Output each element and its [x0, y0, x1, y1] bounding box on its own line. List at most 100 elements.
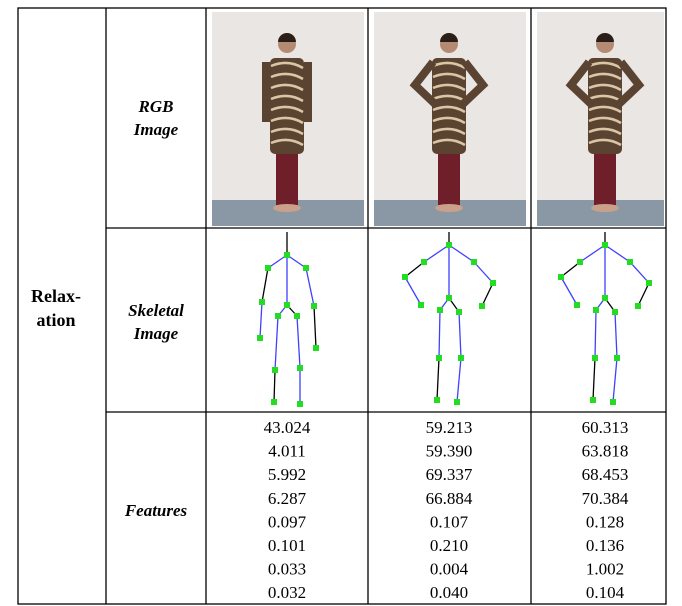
bone: [459, 312, 461, 358]
feature-value: 63.818: [582, 442, 629, 461]
bone: [457, 358, 461, 402]
joint: [265, 265, 271, 271]
feature-value: 0.136: [586, 536, 624, 555]
bone: [474, 262, 493, 283]
feet: [591, 204, 619, 212]
joint: [275, 313, 281, 319]
joint: [471, 259, 477, 265]
feature-value: 66.884: [426, 489, 473, 508]
joint: [479, 303, 485, 309]
joint: [297, 401, 303, 407]
legs: [594, 150, 616, 205]
joint: [402, 274, 408, 280]
bone: [449, 245, 474, 262]
feature-value: 0.101: [268, 536, 306, 555]
feature-value: 0.210: [430, 536, 468, 555]
joint: [436, 355, 442, 361]
feature-value: 68.453: [582, 465, 629, 484]
feature-value: 6.287: [268, 489, 307, 508]
joint: [558, 274, 564, 280]
joint: [311, 303, 317, 309]
row-header: Image: [133, 324, 179, 343]
rgb-photo: [212, 12, 364, 226]
joint: [458, 355, 464, 361]
legs: [438, 150, 460, 205]
joint: [284, 252, 290, 258]
joint: [456, 309, 462, 315]
feature-value: 70.384: [582, 489, 629, 508]
feet: [435, 204, 463, 212]
feature-value: 0.032: [268, 583, 306, 602]
joint: [257, 335, 263, 341]
joint: [294, 313, 300, 319]
joint: [446, 242, 452, 248]
bone: [613, 358, 617, 402]
bone: [605, 245, 630, 262]
bone: [593, 358, 595, 400]
bone: [275, 316, 278, 370]
joint: [614, 355, 620, 361]
bone: [580, 245, 605, 262]
joint: [610, 399, 616, 405]
feature-value: 0.004: [430, 560, 469, 579]
bone: [615, 312, 617, 358]
joint: [490, 280, 496, 286]
joint: [602, 295, 608, 301]
joint: [259, 299, 265, 305]
joint: [446, 295, 452, 301]
feature-value: 4.011: [268, 442, 306, 461]
feature-value: 0.104: [586, 583, 625, 602]
joint: [627, 259, 633, 265]
joint: [590, 397, 596, 403]
bone: [260, 302, 262, 338]
row-header: Skeletal: [128, 301, 184, 320]
joint: [574, 302, 580, 308]
feature-value: 59.390: [426, 442, 473, 461]
feature-value: 1.002: [586, 560, 624, 579]
bone: [482, 283, 493, 306]
joint: [612, 309, 618, 315]
skeleton: [558, 232, 652, 405]
row-header: RGB: [138, 97, 174, 116]
feature-value: 0.097: [268, 512, 307, 531]
arm: [304, 62, 312, 122]
joint: [602, 242, 608, 248]
bone: [439, 310, 440, 358]
skeleton: [257, 232, 319, 407]
rgb-photo: [374, 12, 526, 226]
bone: [424, 245, 449, 262]
joint: [434, 397, 440, 403]
feature-value: 0.033: [268, 560, 306, 579]
bone: [638, 283, 649, 306]
joint: [271, 399, 277, 405]
feature-value: 69.337: [426, 465, 473, 484]
feature-value: 43.024: [264, 418, 311, 437]
arm: [262, 62, 270, 122]
skeleton: [402, 232, 496, 405]
table-figure: Relax- ation RGB Image Skeletal Image Fe…: [0, 0, 682, 606]
joint: [593, 307, 599, 313]
bone: [437, 358, 439, 400]
joint: [592, 355, 598, 361]
bone: [405, 277, 421, 305]
row-header: Image: [133, 120, 179, 139]
group-label: Relax-: [31, 286, 81, 306]
feature-value: 5.992: [268, 465, 306, 484]
feature-value: 60.313: [582, 418, 629, 437]
joint: [303, 265, 309, 271]
bone: [630, 262, 649, 283]
joint: [577, 259, 583, 265]
joint: [635, 303, 641, 309]
joint: [454, 399, 460, 405]
joint: [421, 259, 427, 265]
feature-value: 0.107: [430, 512, 469, 531]
feet: [273, 204, 301, 212]
joint: [646, 280, 652, 286]
group-label: ation: [36, 310, 75, 330]
joint: [297, 365, 303, 371]
bone: [274, 370, 275, 402]
bone: [561, 277, 577, 305]
rgb-photo: [537, 12, 664, 226]
joint: [418, 302, 424, 308]
bone: [306, 268, 314, 306]
